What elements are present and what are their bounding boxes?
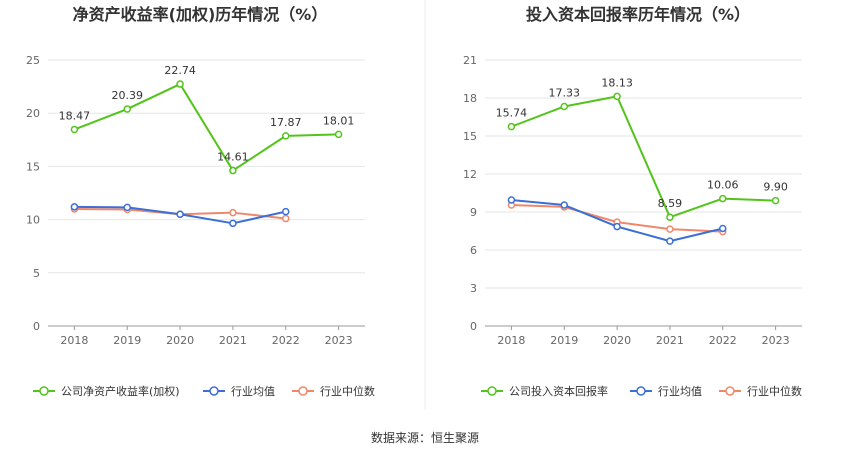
y-tick-label: 12 xyxy=(463,168,477,181)
data-point xyxy=(719,194,727,203)
data-label: 20.39 xyxy=(112,89,144,102)
data-label: 18.01 xyxy=(323,114,355,127)
data-point xyxy=(771,196,780,205)
data-point xyxy=(229,166,237,175)
series-line-company xyxy=(74,83,339,172)
y-tick-label: 0 xyxy=(33,320,40,333)
legend-label: 公司投入资本回报率 xyxy=(509,384,608,398)
data-point xyxy=(70,125,79,134)
data-point xyxy=(507,122,516,131)
data-point xyxy=(282,207,290,216)
y-tick-label: 25 xyxy=(26,54,40,67)
data-point xyxy=(176,80,184,88)
data-label: 17.87 xyxy=(270,116,302,129)
x-tick-label: 2020 xyxy=(166,334,194,347)
data-point xyxy=(123,105,131,113)
data-point xyxy=(613,222,621,231)
data-point xyxy=(229,208,237,217)
data-point xyxy=(282,214,290,223)
chart-title: 投入资本回报率历年情况（%） xyxy=(526,5,750,24)
data-label: 8.59 xyxy=(658,197,683,210)
x-tick-label: 2020 xyxy=(603,334,631,347)
data-point xyxy=(560,201,568,209)
series-line-company xyxy=(511,95,776,219)
legend-label: 行业均值 xyxy=(658,385,702,398)
data-label: 14.61 xyxy=(217,151,249,164)
x-tick-label: 2022 xyxy=(272,334,300,347)
data-label: 18.47 xyxy=(59,109,91,122)
data-point xyxy=(334,130,343,139)
x-tick-label: 2019 xyxy=(550,334,578,347)
legend-marker xyxy=(39,386,49,396)
y-tick-label: 0 xyxy=(470,320,477,333)
data-point xyxy=(560,102,568,111)
data-label: 18.13 xyxy=(601,76,633,89)
y-tick-label: 6 xyxy=(470,244,477,257)
legend-marker xyxy=(209,386,219,396)
x-tick-label: 2019 xyxy=(113,334,141,347)
x-tick-label: 2018 xyxy=(60,334,88,347)
data-point xyxy=(666,225,674,233)
data-label: 10.06 xyxy=(707,179,739,192)
x-tick-label: 2018 xyxy=(497,334,525,347)
x-tick-label: 2021 xyxy=(656,334,684,347)
legend-label: 行业均值 xyxy=(231,385,275,398)
y-tick-label: 20 xyxy=(26,107,40,120)
data-point xyxy=(613,92,621,101)
legend-label: 行业中位数 xyxy=(747,384,802,398)
data-point xyxy=(176,210,184,219)
data-point xyxy=(666,213,674,221)
data-point xyxy=(123,203,131,212)
legend-marker xyxy=(725,386,735,396)
legend-label: 行业中位数 xyxy=(320,384,375,398)
data-point xyxy=(666,237,674,245)
y-tick-label: 5 xyxy=(33,267,40,280)
data-label: 22.74 xyxy=(164,64,196,77)
legend-marker xyxy=(298,386,308,396)
y-tick-label: 3 xyxy=(470,282,477,295)
data-point xyxy=(70,203,79,211)
y-tick-label: 18 xyxy=(463,92,477,105)
data-label: 17.33 xyxy=(549,86,581,99)
data-point xyxy=(229,219,237,228)
data-label: 15.74 xyxy=(496,107,528,120)
source-note: 数据来源：恒生聚源 xyxy=(371,430,479,445)
y-tick-label: 15 xyxy=(26,160,40,173)
x-tick-label: 2021 xyxy=(219,334,247,347)
data-point xyxy=(507,196,516,204)
x-tick-label: 2023 xyxy=(325,334,353,347)
data-point xyxy=(719,224,727,233)
data-point xyxy=(282,132,290,140)
y-tick-label: 15 xyxy=(463,130,477,143)
x-tick-label: 2023 xyxy=(762,334,790,347)
y-tick-label: 21 xyxy=(463,54,477,67)
legend-marker xyxy=(487,386,497,396)
legend-marker xyxy=(636,386,646,396)
legend-label: 公司净资产收益率(加权) xyxy=(61,384,180,398)
data-label: 9.90 xyxy=(763,181,788,194)
x-tick-label: 2022 xyxy=(709,334,737,347)
y-tick-label: 9 xyxy=(470,206,477,219)
chart-title: 净资产收益率(加权)历年情况（%） xyxy=(73,5,328,24)
y-tick-label: 10 xyxy=(26,214,40,227)
